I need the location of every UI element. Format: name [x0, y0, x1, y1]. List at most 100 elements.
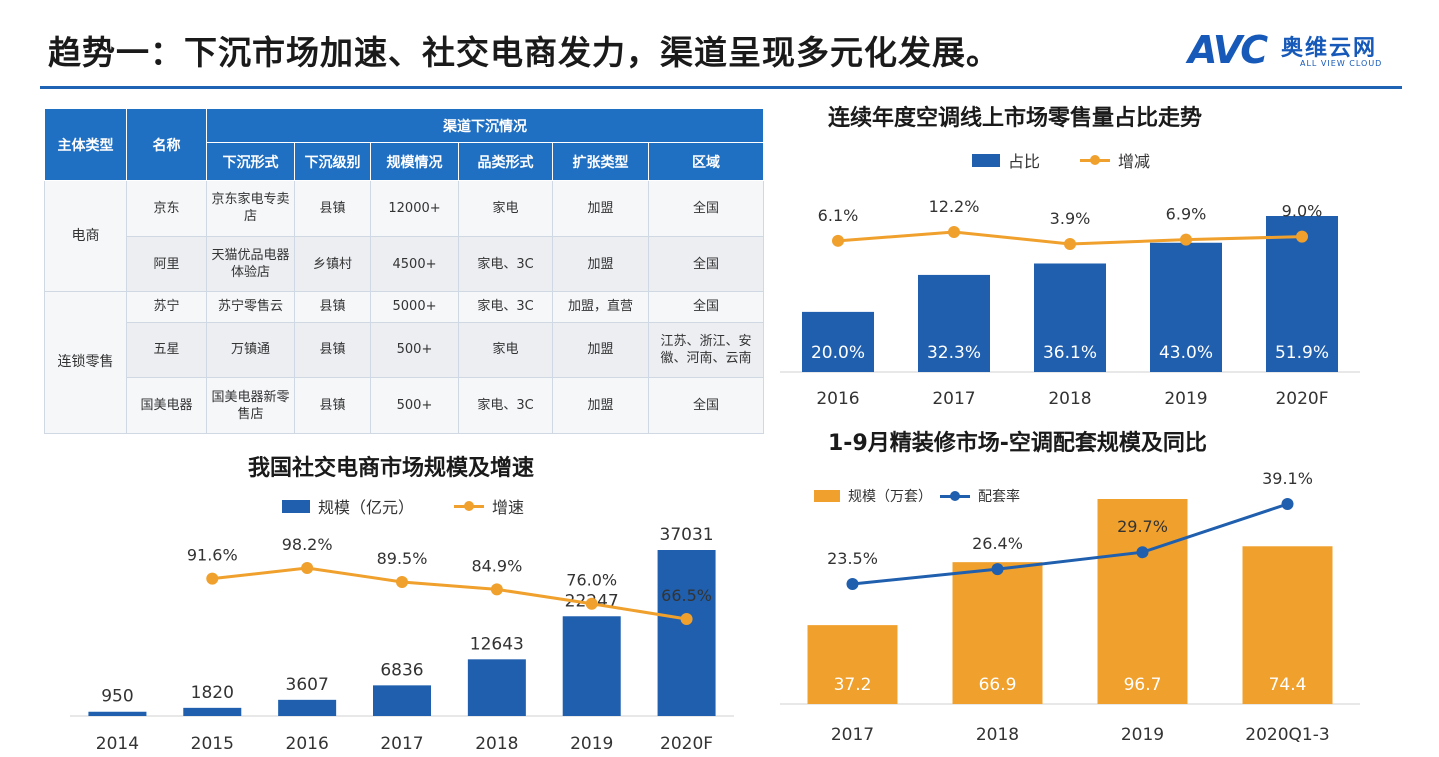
cell-scale: 4500+ [370, 235, 459, 293]
bar-value-label: 32.3% [927, 343, 981, 363]
bar-value-label: 3607 [286, 675, 329, 695]
subheader-expansion: 扩张类型 [552, 142, 649, 181]
line-value-label: 3.9% [1050, 209, 1091, 228]
cell-expansion: 加盟，直营 [552, 291, 649, 323]
line-value-label: 91.6% [187, 546, 238, 565]
cell-level: 县镇 [294, 291, 371, 323]
x-tick-label: 2016 [286, 734, 329, 754]
table-row: 阿里 天猫优品电器体验店 乡镇村 4500+ 家电、3C 加盟 全国 [45, 235, 764, 293]
bar [1034, 263, 1106, 372]
x-tick-label: 2017 [380, 734, 423, 754]
series-line [852, 502, 1288, 586]
chart-social-ecommerce: 950 2014 1820 2015 3607 2016 6836 2017 12643 2018… [70, 525, 734, 754]
line-value-label: 76.0% [566, 571, 617, 590]
x-tick-label: 2017 [831, 725, 874, 745]
x-tick-label: 2019 [570, 734, 613, 754]
channel-sinking-table: 主体类型 名称 渠道下沉情况 下沉形式 下沉级别 规模情况 品类形式 扩张类型 … [44, 108, 764, 434]
cell-category: 家电、3C [458, 377, 553, 434]
legend-bar-swatch [972, 153, 1000, 167]
cell-name: 国美电器 [126, 377, 207, 434]
line-point [301, 562, 314, 574]
line-value-label: 23.5% [827, 549, 878, 568]
subheader-region: 区域 [648, 142, 764, 181]
line-point [948, 226, 960, 238]
line-value-label: 6.9% [1166, 205, 1207, 224]
cell-expansion: 加盟 [552, 321, 649, 379]
x-tick-label: 2016 [816, 389, 859, 409]
chart-title-online-share: 连续年度空调线上市场零售量占比走势 [828, 106, 1203, 131]
line-point [1281, 498, 1294, 510]
page-title: 趋势一：下沉市场加速、社交电商发力，渠道呈现多元化发展。 [48, 33, 1000, 72]
chart-title-social-ecommerce: 我国社交电商市场规模及增速 [248, 456, 535, 481]
logo-mark: AVC [1188, 28, 1268, 72]
line-value-label: 12.2% [929, 197, 980, 216]
legend-bar-swatch [282, 499, 310, 513]
subheader-form: 下沉形式 [206, 142, 295, 181]
cell-category: 家电 [458, 180, 553, 237]
legend-label: 规模（万套） [848, 489, 932, 505]
cell-scale: 5000+ [370, 291, 459, 323]
line-point [991, 563, 1004, 576]
bar [918, 274, 990, 372]
bar-value-label: 12643 [470, 634, 524, 654]
cell-category: 家电 [458, 321, 553, 379]
legend-label: 增减 [1118, 152, 1151, 171]
bar [183, 707, 242, 716]
cell-expansion: 加盟 [552, 377, 649, 434]
subheader-category: 品类形式 [458, 142, 553, 181]
bar [467, 659, 526, 716]
x-tick-label: 2017 [932, 389, 975, 409]
cell-scale: 500+ [370, 377, 459, 434]
bar [1242, 546, 1333, 704]
x-tick-label: 2015 [191, 734, 234, 754]
line-point [846, 578, 859, 590]
cell-scale: 12000+ [370, 180, 459, 237]
title-underline [40, 86, 1402, 89]
cell-category: 家电、3C [458, 291, 553, 323]
line-value-label: 98.2% [282, 535, 333, 554]
cell-form: 京东家电专卖店 [206, 180, 295, 237]
logo-english-name: ALL VIEW CLOUD [1300, 59, 1383, 68]
cell-level: 县镇 [294, 321, 371, 379]
cell-entity-type: 电商 [44, 179, 127, 293]
table-row: 电商 京东 京东家电专卖店 县镇 12000+ 家电 加盟 全国 [44, 179, 764, 293]
channel-table-container: 主体类型 名称 渠道下沉情况 下沉形式 下沉级别 规模情况 品类形式 扩张类型 … [44, 108, 764, 434]
line-value-label: 6.1% [818, 206, 859, 225]
x-tick-label: 2019 [1121, 725, 1164, 745]
table-row: 国美电器 国美电器新零售店 县镇 500+ 家电、3C 加盟 全国 [45, 377, 764, 434]
cell-name: 京东 [126, 180, 207, 237]
x-tick-label: 2020Q1-3 [1245, 725, 1329, 745]
x-tick-label: 2018 [976, 725, 1019, 745]
bar [373, 685, 431, 716]
bar-value-label: 950 [101, 687, 133, 707]
cell-scale: 500+ [370, 321, 459, 379]
line-point [680, 613, 693, 625]
cell-form: 天猫优品电器体验店 [206, 235, 295, 293]
bar-value-label: 1820 [191, 683, 234, 703]
cell-category: 家电、3C [458, 235, 553, 293]
line-point [1064, 238, 1076, 250]
legend-label: 规模（亿元） [318, 498, 415, 517]
legend-decoration-market: 规模（万套） 配套率 [814, 486, 1020, 506]
line-point [585, 597, 598, 610]
line-point [832, 234, 844, 247]
subheader-scale: 规模情况 [370, 142, 459, 181]
line-value-label: 39.1% [1262, 469, 1313, 488]
bar [952, 562, 1043, 704]
cell-entity-type: 连锁零售 [44, 291, 127, 434]
cell-expansion: 加盟 [552, 235, 649, 293]
cell-form: 万镇通 [206, 321, 295, 379]
bar-value-label: 43.0% [1159, 343, 1213, 363]
line-point [1180, 233, 1192, 246]
cell-region: 江苏、浙江、安徽、河南、云南 [648, 321, 764, 379]
cell-expansion: 加盟 [552, 180, 649, 237]
x-tick-label: 2018 [475, 734, 518, 754]
series-line [212, 566, 687, 621]
cell-name: 苏宁 [126, 291, 207, 323]
logo-chinese-name: 奥维云网 [1281, 36, 1378, 61]
x-tick-label: 2020F [660, 734, 713, 754]
bar-value-label: 37.2 [834, 675, 872, 695]
cell-region: 全国 [648, 235, 764, 293]
x-tick-label: 2020F [1275, 389, 1328, 409]
legend-label: 配套率 [978, 489, 1020, 505]
